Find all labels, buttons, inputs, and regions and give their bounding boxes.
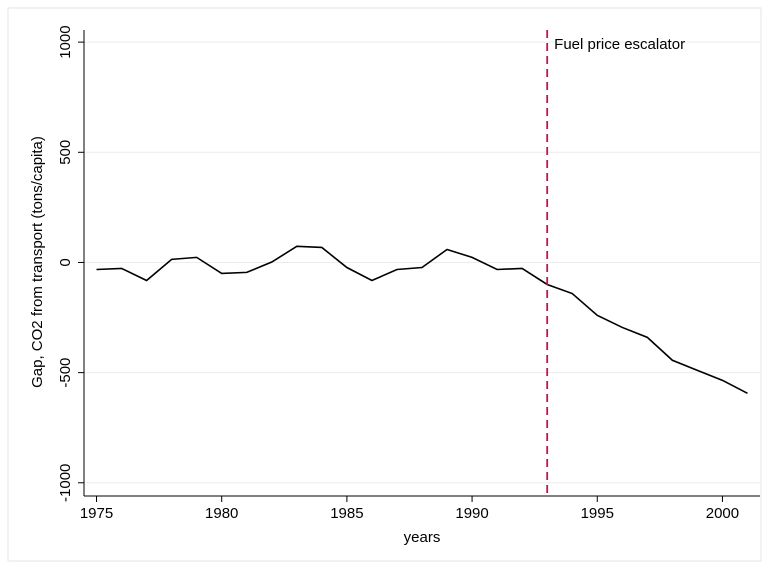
x-axis-label: years [404,529,441,546]
y-tick-label: -1000 [57,464,74,502]
y-tick-label: 1000 [57,25,74,58]
y-tick-label: 500 [57,140,74,165]
x-tick-label: 1975 [80,505,113,522]
annotation: Fuel price escalator [554,36,685,53]
y-tick-label: -500 [57,358,74,388]
x-tick-label: 1980 [205,505,238,522]
x-tick-label: 1990 [455,505,488,522]
x-tick-label: 1985 [330,505,363,522]
y-tick-label: 0 [57,258,74,266]
y-axis-label: Gap, CO2 from transport (tons/capita) [29,136,46,388]
line [96,245,748,395]
frame [7,7,762,562]
x-tick-label: 2000 [706,505,739,522]
x-tick-label: 1995 [581,505,614,522]
